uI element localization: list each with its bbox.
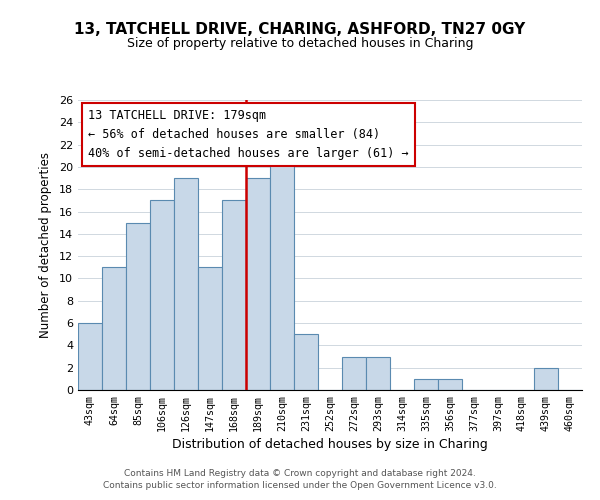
Text: 13 TATCHELL DRIVE: 179sqm
← 56% of detached houses are smaller (84)
40% of semi-: 13 TATCHELL DRIVE: 179sqm ← 56% of detac…	[88, 108, 409, 160]
Bar	[78, 323, 102, 390]
Bar	[342, 356, 366, 390]
Bar	[174, 178, 198, 390]
Bar	[222, 200, 246, 390]
Bar	[294, 334, 318, 390]
X-axis label: Distribution of detached houses by size in Charing: Distribution of detached houses by size …	[172, 438, 488, 451]
Bar	[246, 178, 270, 390]
Bar	[534, 368, 558, 390]
Bar	[198, 268, 222, 390]
Bar	[414, 379, 438, 390]
Bar	[438, 379, 462, 390]
Bar	[270, 144, 294, 390]
Bar	[150, 200, 174, 390]
Bar	[126, 222, 150, 390]
Text: Contains HM Land Registry data © Crown copyright and database right 2024.
Contai: Contains HM Land Registry data © Crown c…	[103, 468, 497, 490]
Text: Size of property relative to detached houses in Charing: Size of property relative to detached ho…	[127, 38, 473, 51]
Bar	[366, 356, 390, 390]
Y-axis label: Number of detached properties: Number of detached properties	[39, 152, 52, 338]
Text: 13, TATCHELL DRIVE, CHARING, ASHFORD, TN27 0GY: 13, TATCHELL DRIVE, CHARING, ASHFORD, TN…	[74, 22, 526, 38]
Bar	[102, 268, 126, 390]
